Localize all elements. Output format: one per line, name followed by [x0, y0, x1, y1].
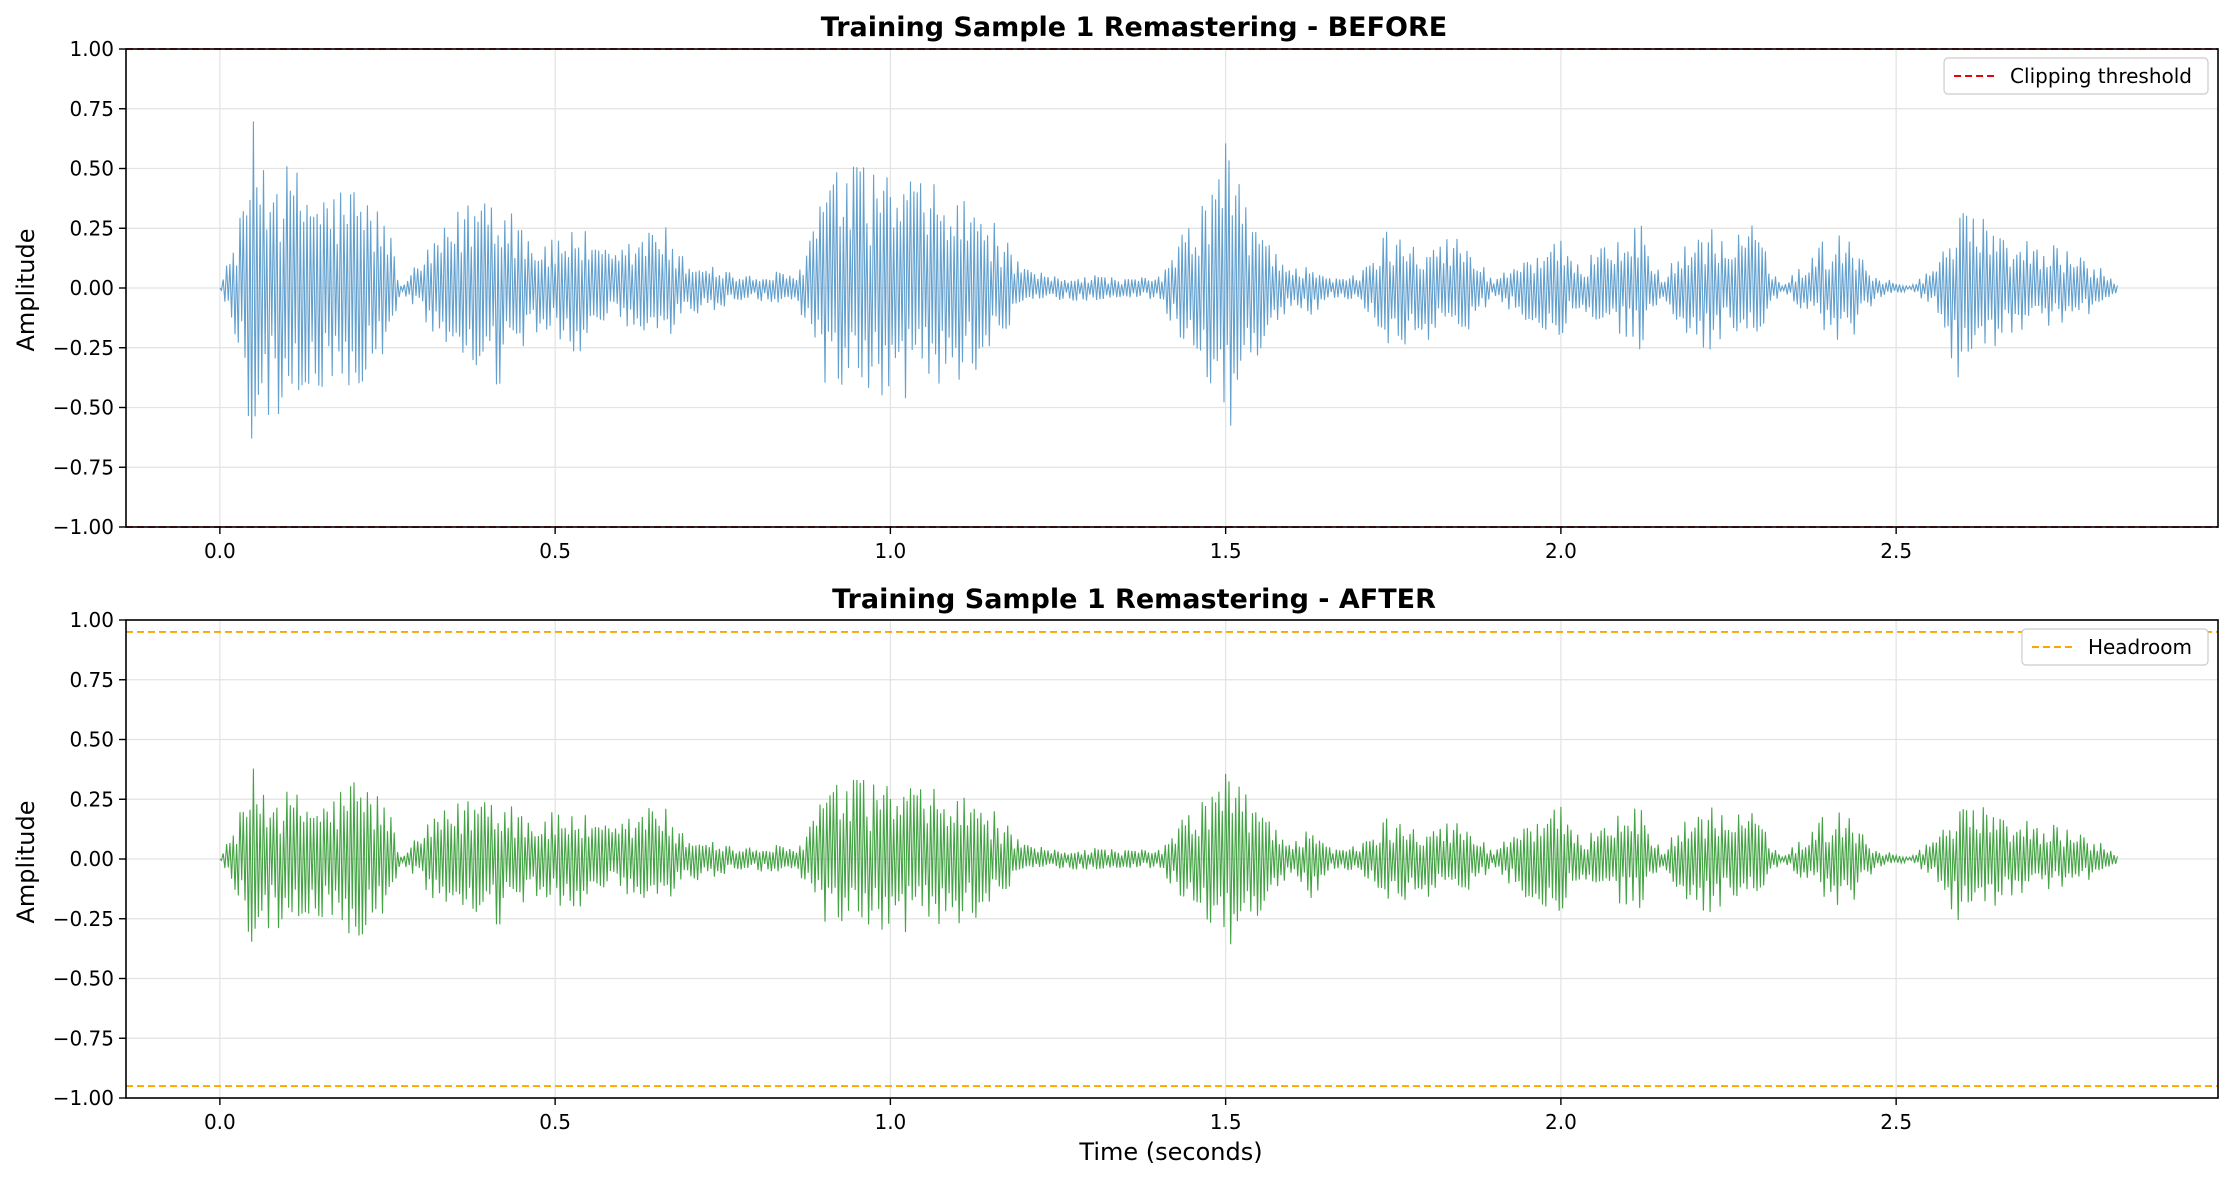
before-waveform: [219, 121, 2118, 439]
after-y-ticks: −1.00 −0.75 −0.50 −0.25 0.00 0.25 0.50 0.75 1.00: [53, 608, 126, 1110]
before-x-tick-label: 0.0: [204, 539, 236, 563]
after-x-tick-label: 0.5: [539, 1110, 571, 1134]
after-legend-label: Headroom: [2088, 635, 2192, 659]
after-y-tick-label: 0.00: [69, 847, 114, 871]
after-title: Training Sample 1 Remastering - AFTER: [832, 584, 1436, 615]
after-xlabel: Time (seconds): [1078, 1138, 1262, 1166]
after-y-tick-label: 1.00: [69, 608, 114, 632]
before-waveform-line: [219, 121, 2118, 439]
before-y-tick-label: 1.00: [69, 37, 114, 61]
after-legend-box: [2021, 628, 2209, 666]
after-y-tick-label: −0.25: [53, 907, 114, 931]
before-legend: Clipping threshold: [1943, 57, 2209, 95]
before-title: Training Sample 1 Remastering - BEFORE: [821, 12, 1447, 43]
after-waveform: [219, 768, 2118, 945]
after-x-tick-label: 2.0: [1545, 1110, 1577, 1134]
after-gridlines: [126, 619, 2218, 1099]
after-x-tick-label: 1.0: [874, 1110, 906, 1134]
before-gridlines: [126, 48, 2218, 528]
before-y-tick-label: −0.75: [53, 455, 114, 479]
before-y-ticks: −1.00 −0.75 −0.50 −0.25 0.00 0.25 0.50 0.75 1.00: [53, 37, 126, 539]
before-x-tick-label: 2.5: [1880, 539, 1912, 563]
after-waveform-line: [219, 768, 2118, 945]
before-y-tick-label: −1.00: [53, 515, 114, 539]
before-x-ticks: 0.0 0.5 1.0 1.5 2.0 2.5: [204, 527, 1912, 563]
after-y-tick-label: −0.75: [53, 1026, 114, 1050]
before-y-tick-label: 0.25: [69, 216, 114, 240]
after-y-tick-label: 0.50: [69, 728, 114, 752]
after-x-tick-label: 1.5: [1210, 1110, 1242, 1134]
after-panel: Training Sample 1 Remastering - AFTER Am…: [12, 584, 2219, 1166]
after-y-tick-label: 0.25: [69, 787, 114, 811]
after-ylabel: Amplitude: [12, 801, 40, 924]
before-x-tick-label: 1.5: [1210, 539, 1242, 563]
after-y-tick-label: 0.75: [69, 668, 114, 692]
before-legend-label: Clipping threshold: [2010, 64, 2192, 88]
before-x-tick-label: 1.0: [874, 539, 906, 563]
before-x-tick-label: 0.5: [539, 539, 571, 563]
before-y-tick-label: 0.75: [69, 97, 114, 121]
before-y-tick-label: −0.25: [53, 336, 114, 360]
after-x-tick-label: 0.0: [204, 1110, 236, 1134]
before-ylabel: Amplitude: [12, 229, 40, 352]
before-panel: Training Sample 1 Remastering - BEFORE A…: [12, 12, 2219, 563]
before-y-tick-label: −0.50: [53, 396, 114, 420]
before-y-tick-label: 0.50: [69, 157, 114, 181]
after-y-tick-label: −1.00: [53, 1086, 114, 1110]
before-legend-box: [1943, 57, 2209, 95]
before-y-tick-label: 0.00: [69, 276, 114, 300]
after-y-tick-label: −0.50: [53, 967, 114, 991]
after-x-ticks: 0.0 0.5 1.0 1.5 2.0 2.5: [204, 1098, 1912, 1134]
after-legend: Headroom: [2021, 628, 2209, 666]
after-x-tick-label: 2.5: [1880, 1110, 1912, 1134]
after-headroom-lines: [126, 631, 2218, 1087]
before-x-tick-label: 2.0: [1545, 539, 1577, 563]
